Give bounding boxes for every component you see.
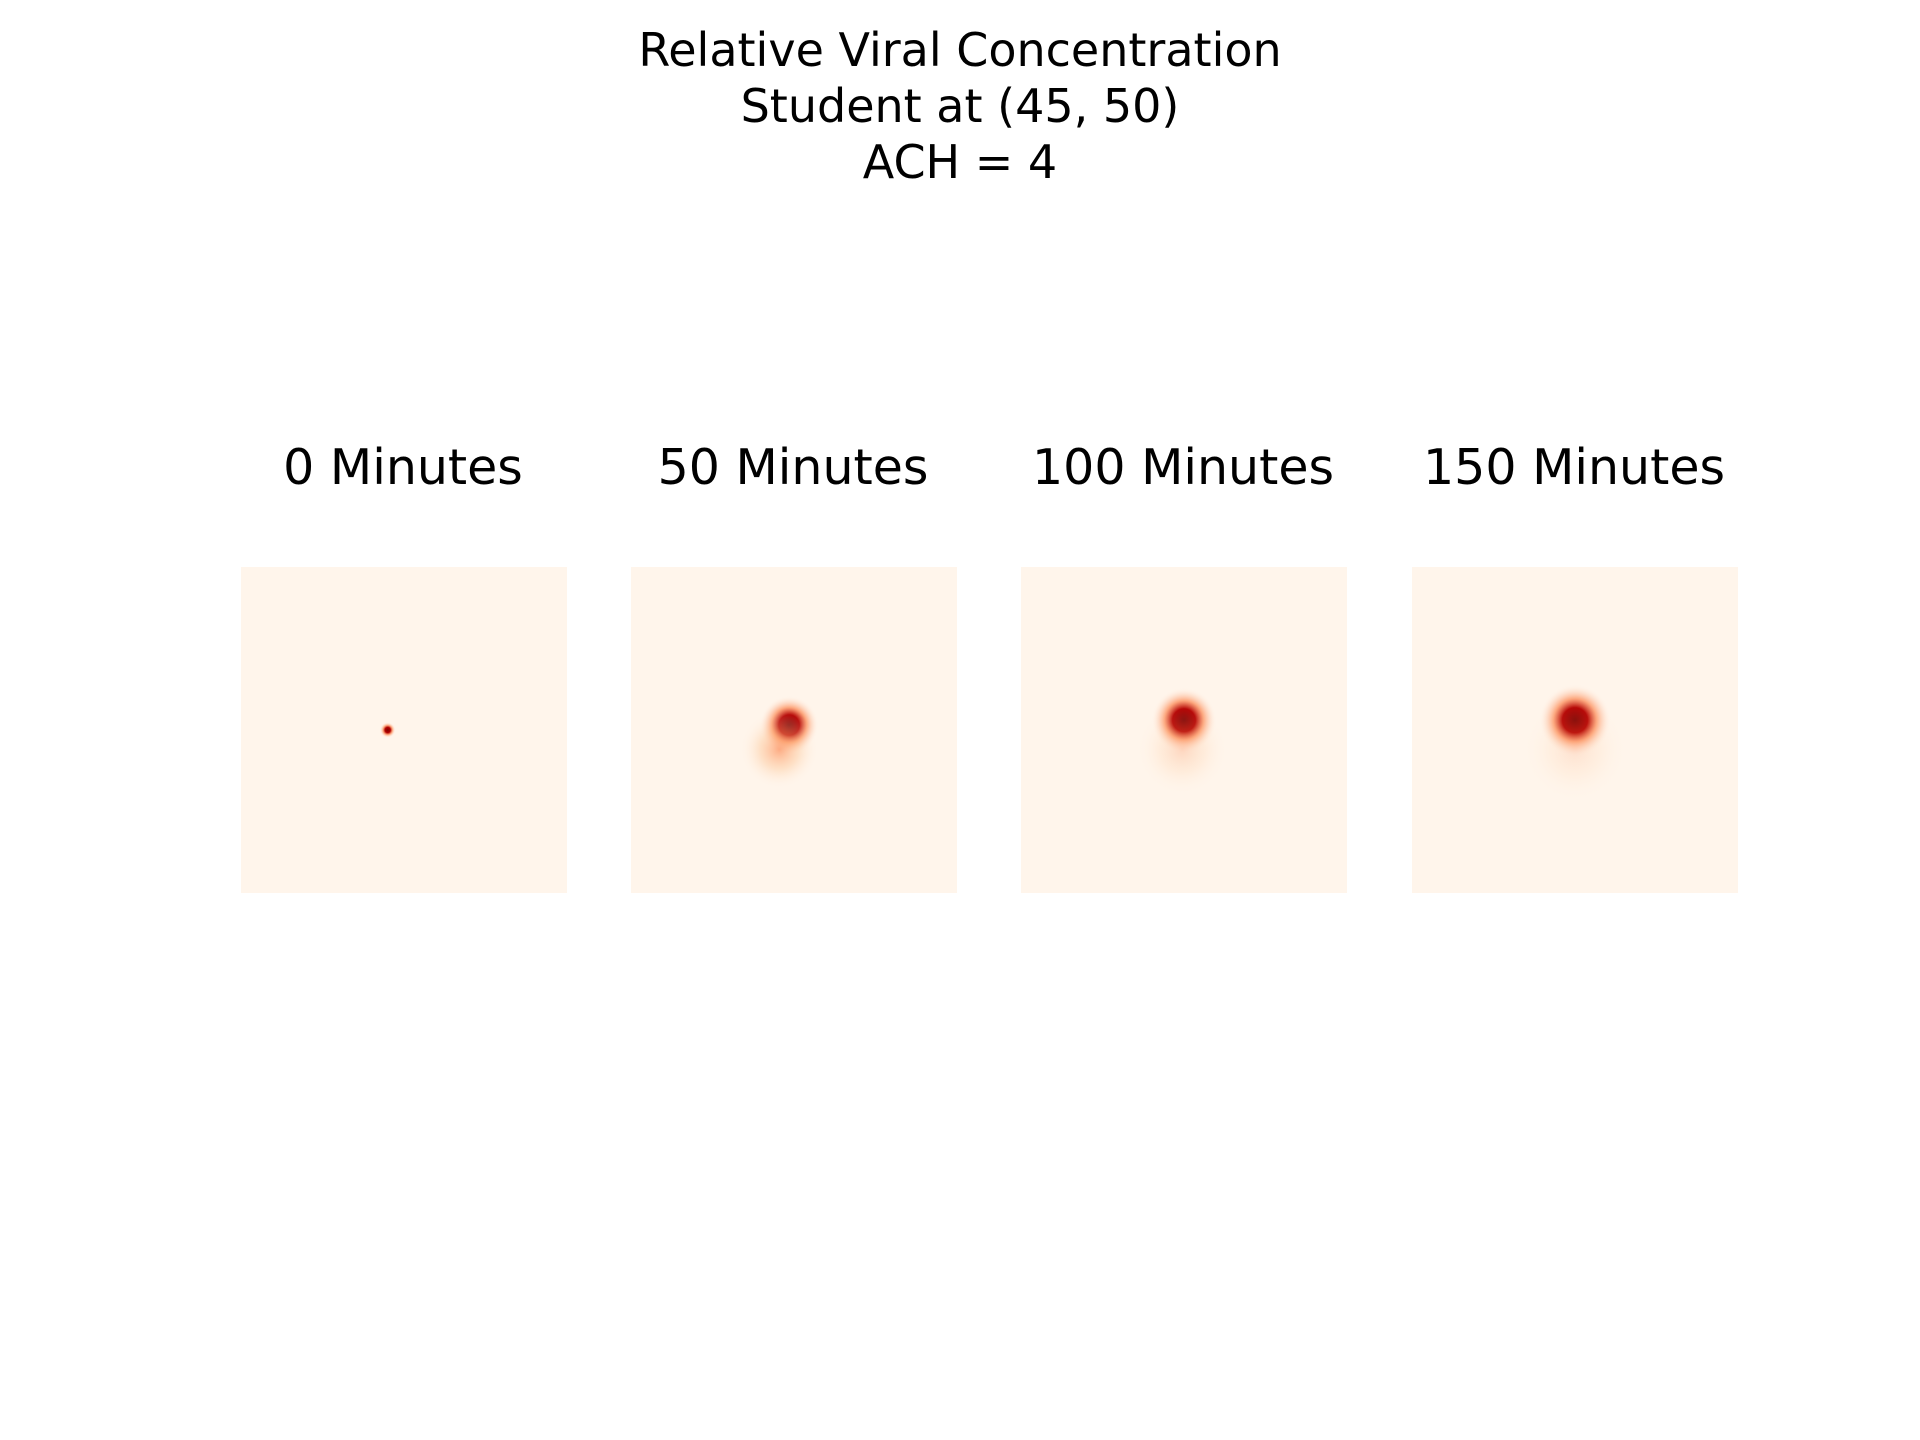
concentration-plume [1522, 697, 1628, 802]
concentration-plume [379, 722, 396, 738]
heatmap-panel-150-minutes [1412, 567, 1738, 893]
heatmap-panel-50-minutes [631, 567, 957, 893]
heatmap-plot-2 [1021, 567, 1347, 893]
heatmap-panel-0-minutes [241, 567, 567, 893]
panel-title-50-minutes: 50 Minutes [657, 439, 929, 496]
chart-title-line-2: Student at (45, 50) [740, 79, 1180, 133]
concentration-plume [740, 710, 819, 789]
heatmap-plot-1 [631, 567, 957, 893]
heatmap-panel-100-minutes [1021, 567, 1347, 893]
panel-title-0-minutes: 0 Minutes [283, 439, 523, 496]
heatmap-plot-3 [1412, 567, 1738, 893]
chart-title-line-1: Relative Viral Concentration [638, 23, 1282, 77]
concentration-plume [1136, 703, 1229, 796]
heatmap-background [241, 567, 567, 893]
chart-title-line-3: ACH = 4 [862, 135, 1058, 189]
heatmap-plot-0 [241, 567, 567, 893]
panel-title-150-minutes: 150 Minutes [1423, 439, 1725, 496]
panel-title-100-minutes: 100 Minutes [1032, 439, 1334, 496]
